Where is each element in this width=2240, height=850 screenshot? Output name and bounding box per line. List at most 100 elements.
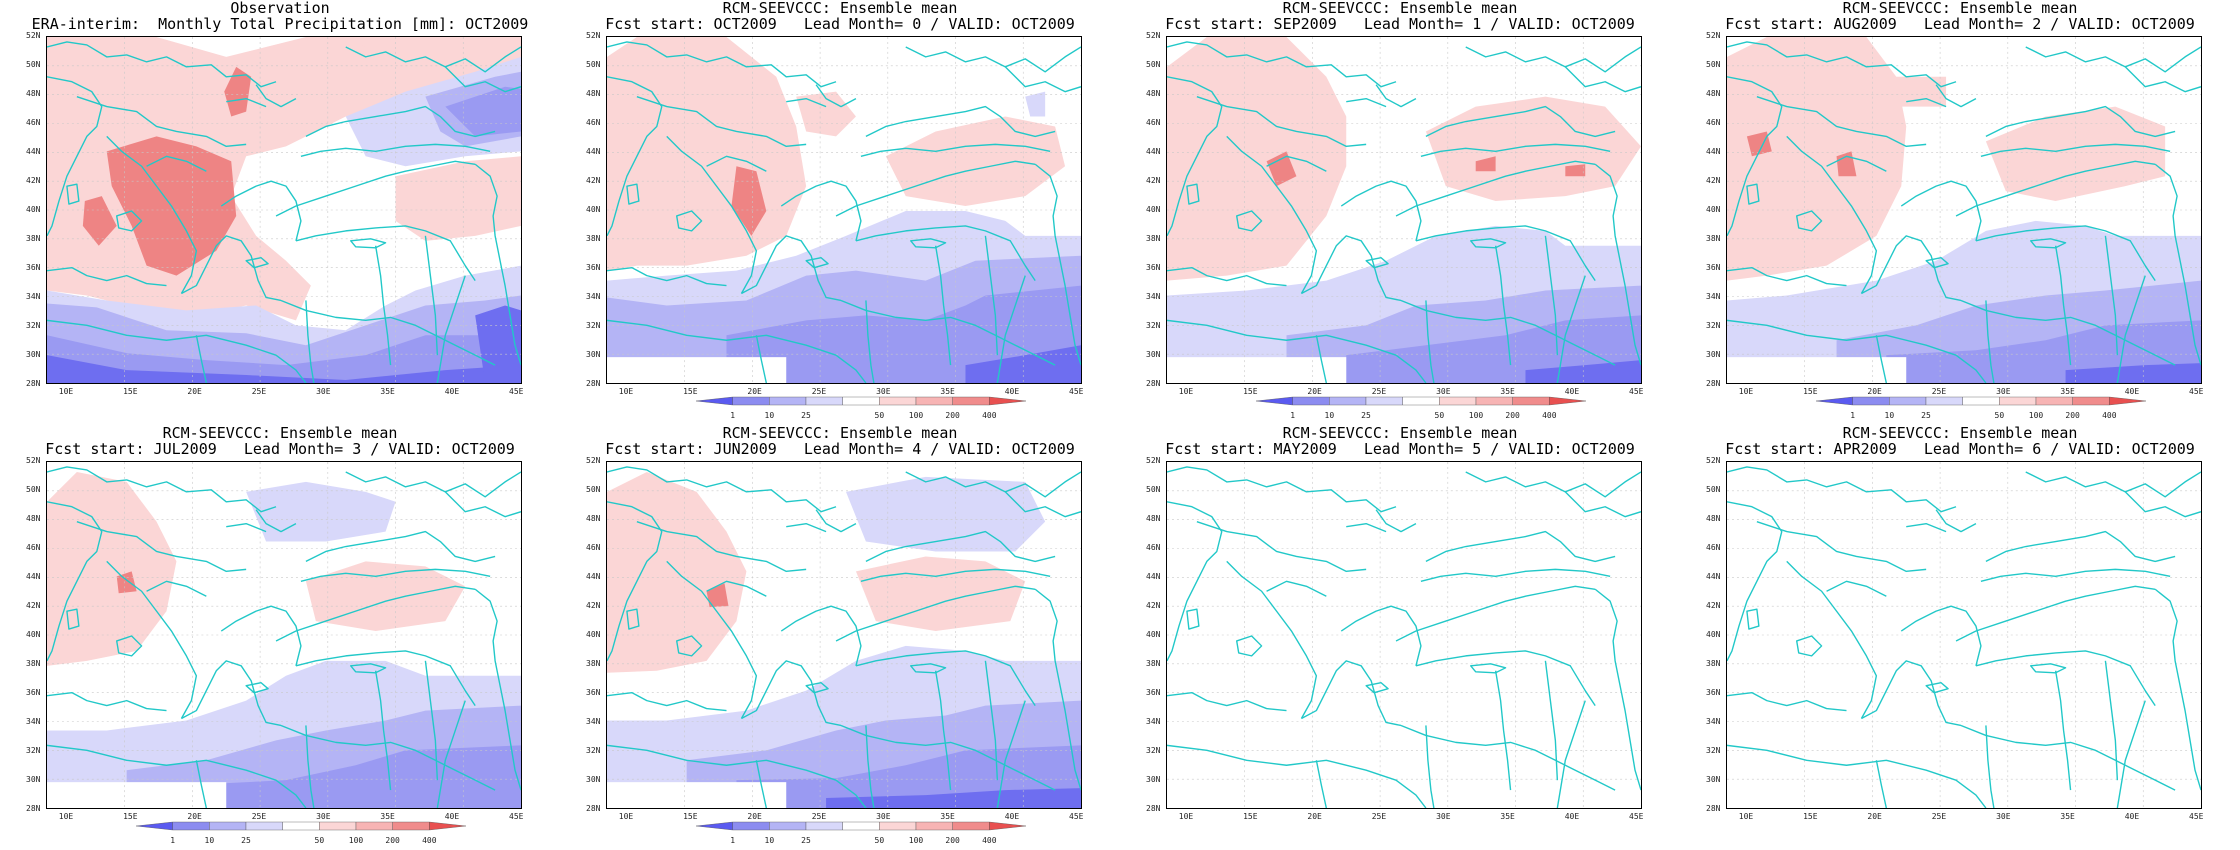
coastline — [66, 183, 80, 205]
coastline — [1594, 588, 1641, 791]
coastline — [1034, 163, 1081, 366]
coastlines — [1727, 466, 2201, 808]
y-tick-label: 42N — [26, 601, 41, 610]
coastline — [984, 660, 999, 781]
y-tick-label: 40N — [1706, 630, 1721, 639]
colorbar-swatch — [842, 396, 880, 406]
coastline — [47, 319, 307, 383]
x-tick-label: 30E — [316, 812, 331, 821]
x-tick-label: 30E — [1436, 387, 1451, 396]
coastline — [860, 568, 1051, 582]
y-tick-label: 30N — [586, 775, 601, 784]
coastline — [350, 238, 387, 249]
map-svg — [47, 37, 521, 383]
coastline — [345, 46, 521, 73]
coastline — [424, 660, 439, 781]
coastline — [607, 466, 837, 513]
y-tick-label: 36N — [586, 263, 601, 272]
x-tick-label: 30E — [876, 812, 891, 821]
map-panel-lead6: RCM-SEEVCCC: Ensemble mean Fcst start: AP… — [1680, 425, 2240, 850]
colorbar-swatch — [1475, 396, 1513, 406]
coastline — [1985, 530, 2176, 563]
coastline — [1925, 257, 1949, 269]
coastline — [226, 522, 267, 533]
y-tick-label: 48N — [26, 514, 41, 523]
colorbar-swatch — [282, 821, 320, 831]
coastline — [1564, 491, 1641, 518]
y-tick-label: 38N — [1706, 234, 1721, 243]
coastline — [996, 275, 1026, 383]
coastline — [146, 155, 207, 172]
y-tick-label: 34N — [26, 717, 41, 726]
map-svg — [1727, 37, 2201, 383]
colorbar-swatch — [989, 821, 1026, 831]
x-tick-label: 35E — [940, 387, 955, 396]
y-tick-label: 36N — [1706, 263, 1721, 272]
colorbar-level-label: 200 — [2065, 411, 2080, 420]
y-tick-label: 50N — [1146, 485, 1161, 494]
y-tick-label: 52N — [1706, 31, 1721, 40]
coastline — [1470, 238, 1507, 249]
coastline — [1226, 135, 1318, 294]
coastline — [305, 530, 496, 563]
colorbar-swatch — [805, 396, 843, 406]
coastline — [305, 725, 315, 808]
coastline — [1415, 225, 1596, 281]
x-tick-label: 25E — [1931, 387, 1947, 396]
y-tick-label: 48N — [1706, 89, 1721, 98]
coastline — [1960, 299, 2176, 366]
coastline — [2104, 235, 2119, 356]
y-tick-label: 52N — [1706, 456, 1721, 465]
colorbar-level-label: 200 — [945, 836, 960, 845]
y-tick-label: 30N — [1146, 775, 1161, 784]
map-panel-obs: Observation ERA-interim: Monthly Total Pr… — [0, 0, 560, 425]
y-tick-label: 52N — [586, 31, 601, 40]
y-tick-label: 38N — [586, 234, 601, 243]
coastline — [1906, 522, 1947, 533]
coastline — [116, 635, 143, 657]
panel-title: RCM-SEEVCCC: Ensemble mean — [1282, 0, 1518, 17]
y-tick-label: 36N — [1146, 263, 1161, 272]
coastline — [2025, 471, 2201, 498]
coastline — [780, 180, 862, 241]
coastline — [1935, 84, 1977, 108]
colorbar-swatch — [805, 821, 843, 831]
coastline — [1900, 605, 1982, 666]
coastline — [1875, 760, 1888, 808]
y-tick-label: 48N — [26, 89, 41, 98]
coastline — [1340, 605, 1422, 666]
coastline — [220, 605, 302, 666]
y-tick-label: 38N — [1706, 659, 1721, 668]
y-tick-label: 40N — [1146, 205, 1161, 214]
panel-title: RCM-SEEVCCC: Ensemble mean — [1842, 424, 2078, 442]
coastline — [666, 135, 758, 294]
coastline — [436, 275, 466, 383]
y-tick-label: 48N — [1146, 514, 1161, 523]
y-tick-label: 40N — [1706, 205, 1721, 214]
coastline — [1346, 522, 1387, 533]
precip-area-red1 — [305, 561, 466, 632]
coastline — [47, 466, 277, 513]
x-tick-label: 15E — [123, 812, 138, 821]
coastline — [815, 509, 857, 533]
precip-area-blue1 — [845, 476, 1046, 552]
coastline — [1727, 691, 1847, 712]
coastline — [444, 491, 521, 518]
y-tick-label: 32N — [1706, 321, 1721, 330]
y-tick-label: 32N — [586, 746, 601, 755]
precip-area-red3 — [224, 66, 252, 117]
y-tick-label: 34N — [1706, 717, 1721, 726]
map-panel-lead3: RCM-SEEVCCC: Ensemble mean Fcst start: JU… — [0, 425, 560, 850]
coastline — [1415, 650, 1596, 706]
map-frame — [1726, 36, 2202, 384]
colorbar-swatch — [319, 821, 357, 831]
coastline — [47, 76, 103, 237]
coastline — [1301, 235, 1402, 302]
x-tick-label: 25E — [251, 387, 267, 396]
coastline — [47, 744, 307, 808]
colorbar-level-label: 10 — [1324, 411, 1335, 420]
y-tick-label: 50N — [586, 60, 601, 69]
coastlines — [1167, 41, 1641, 383]
coastline — [106, 560, 198, 719]
coastline — [1594, 163, 1641, 366]
